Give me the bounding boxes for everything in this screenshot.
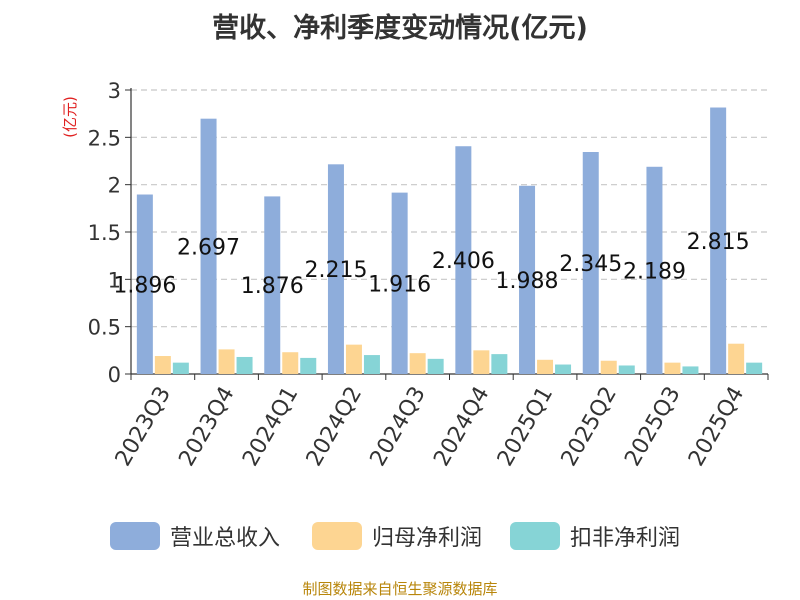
bar-series2-2024Q2 [345, 344, 362, 374]
bar-series3-2025Q1 [555, 364, 572, 374]
bar-series3-2024Q4 [491, 354, 508, 374]
data-label-revenue-2024Q2: 2.215 [304, 258, 367, 283]
y-tick-label: 1.5 [88, 221, 121, 245]
bar-series3-2025Q3 [682, 366, 699, 374]
bar-series1-2024Q3 [391, 192, 408, 374]
data-label-revenue-2025Q3: 2.189 [623, 259, 686, 284]
bar-series3-2023Q4 [236, 356, 253, 374]
bar-series2-2024Q3 [409, 353, 426, 374]
bar-series1-2025Q4 [710, 107, 727, 374]
y-axis-label: (亿元) [61, 96, 79, 138]
y-tick-label: 1 [108, 268, 121, 292]
bar-series1-2023Q4 [200, 118, 217, 375]
y-tick-label: 0.5 [88, 316, 121, 340]
x-tick-label: 2024Q2 [302, 383, 367, 471]
bar-series3-2024Q3 [427, 358, 444, 374]
x-tick-label: 2024Q1 [238, 383, 303, 471]
bar-series3-2025Q2 [618, 365, 635, 374]
x-tick-label: 2025Q3 [620, 383, 685, 471]
bar-series2-2025Q2 [600, 360, 617, 374]
bar-series2-2024Q1 [282, 352, 299, 374]
bar-series2-2023Q4 [218, 349, 235, 374]
x-tick-label: 2024Q3 [366, 383, 431, 471]
data-label-revenue-2025Q4: 2.815 [687, 230, 750, 255]
bar-series1-2024Q1 [264, 196, 281, 374]
y-tick-label: 0 [108, 363, 121, 387]
data-label-revenue-2024Q3: 1.916 [368, 272, 431, 297]
data-label-revenue-2024Q4: 2.406 [432, 249, 495, 274]
bar-series3-2024Q2 [363, 355, 380, 374]
bar-series1-2024Q2 [327, 164, 344, 374]
legend-item-revenue[interactable]: 营业总收入 [110, 518, 280, 554]
data-label-revenue-2025Q1: 1.988 [496, 269, 559, 294]
bar-series2-2025Q1 [537, 359, 554, 374]
data-label-revenue-2023Q4: 2.697 [177, 235, 240, 260]
x-tick-label: 2023Q4 [174, 383, 239, 471]
legend-item-deducted-profit[interactable]: 扣非净利润 [510, 518, 680, 554]
y-tick-label: 2 [108, 174, 121, 198]
y-tick-label: 3 [108, 79, 121, 103]
bar-series1-2023Q3 [136, 194, 153, 374]
bar-series1-2025Q2 [582, 152, 599, 374]
bar-series1-2025Q1 [519, 185, 536, 374]
bar-series3-2025Q4 [746, 362, 763, 374]
bar-series3-2023Q3 [172, 362, 189, 374]
bar-series2-2025Q3 [664, 362, 681, 374]
chart-title: 营收、净利季度变动情况(亿元) [212, 13, 588, 44]
data-label-revenue-2023Q3: 1.896 [113, 273, 176, 298]
bar-series2-2025Q4 [728, 343, 745, 374]
legend-label-net-profit: 归母净利润 [372, 526, 483, 551]
bar-series1-2024Q4 [455, 146, 472, 374]
bar-series2-2024Q4 [473, 350, 490, 374]
bar-chart: 00.511.522.53(亿元)2023Q32023Q42024Q12024Q… [61, 79, 769, 471]
y-tick-label: 2.5 [88, 126, 121, 150]
bar-series1-2025Q3 [646, 166, 663, 374]
legend-label-revenue: 营业总收入 [170, 526, 281, 551]
x-tick-label: 2023Q3 [111, 383, 176, 471]
legend-swatch-deducted-profit [510, 522, 560, 550]
legend-label-deducted-profit: 扣非净利润 [570, 526, 681, 551]
data-label-revenue-2025Q2: 2.345 [559, 252, 622, 277]
x-tick-label: 2025Q2 [557, 383, 622, 471]
legend-item-net-profit[interactable]: 归母净利润 [312, 518, 482, 554]
bar-series2-2023Q3 [154, 356, 171, 374]
legend-swatch-net-profit [312, 522, 362, 550]
data-label-revenue-2024Q1: 1.876 [241, 274, 304, 299]
x-tick-label: 2025Q1 [493, 383, 558, 471]
x-tick-label: 2024Q4 [429, 383, 494, 471]
bar-series3-2024Q1 [300, 357, 317, 374]
data-source-note: 制图数据来自恒生聚源数据库 [302, 580, 498, 598]
x-tick-label: 2025Q4 [684, 383, 749, 471]
legend-swatch-revenue [110, 522, 160, 550]
legend: 营业总收入 归母净利润 扣非净利润 [0, 518, 800, 554]
